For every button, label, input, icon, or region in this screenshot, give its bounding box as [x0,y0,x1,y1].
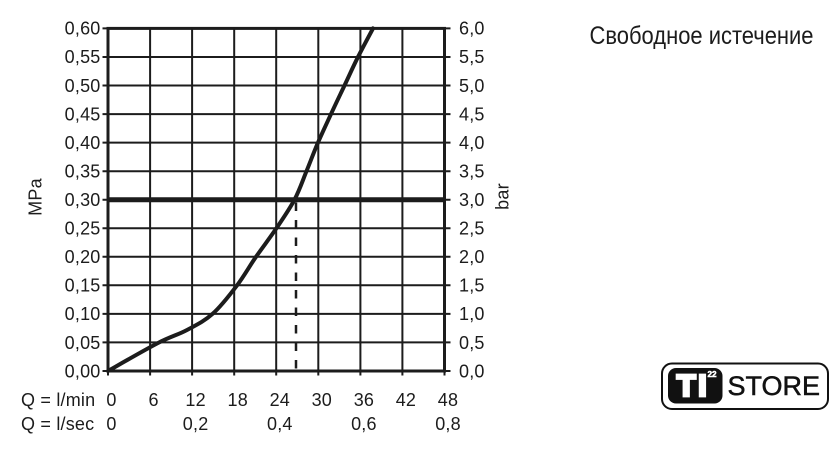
svg-text:3,0: 3,0 [459,190,485,210]
svg-text:6,0: 6,0 [459,19,485,39]
svg-text:0: 0 [106,390,116,410]
svg-text:0,50: 0,50 [65,76,101,96]
svg-text:0,2: 0,2 [183,414,209,434]
svg-text:36: 36 [354,390,374,410]
svg-text:3,5: 3,5 [459,162,485,182]
svg-text:0,4: 0,4 [267,414,293,434]
svg-text:6: 6 [148,390,158,410]
svg-text:0,30: 0,30 [65,190,101,210]
svg-text:0,6: 0,6 [351,414,377,434]
svg-text:0,15: 0,15 [65,276,101,296]
svg-text:0,35: 0,35 [65,162,101,182]
svg-text:22: 22 [707,370,717,379]
svg-text:Q = l/sec: Q = l/sec [21,414,94,434]
svg-text:MPa: MPa [26,177,46,215]
svg-text:48: 48 [438,390,458,410]
svg-text:2,5: 2,5 [459,219,485,239]
svg-text:0,45: 0,45 [65,104,101,124]
svg-text:0: 0 [106,414,116,434]
svg-text:0,20: 0,20 [65,247,101,267]
svg-text:4,0: 4,0 [459,133,485,153]
svg-text:0,0: 0,0 [459,361,485,381]
svg-text:0,00: 0,00 [65,361,101,381]
svg-text:5,0: 5,0 [459,76,485,96]
svg-text:STORE: STORE [728,371,821,401]
svg-text:5,5: 5,5 [459,47,485,67]
svg-text:4,5: 4,5 [459,104,485,124]
svg-text:bar: bar [493,183,513,210]
svg-text:12: 12 [185,390,205,410]
svg-text:1,5: 1,5 [459,276,485,296]
svg-text:0,8: 0,8 [435,414,461,434]
svg-text:30: 30 [312,390,332,410]
svg-text:Свободное истечение: Свободное истечение [590,22,814,50]
svg-text:0,60: 0,60 [65,19,101,39]
svg-text:0,05: 0,05 [65,333,101,353]
svg-text:TI: TI [677,368,710,403]
svg-text:0,40: 0,40 [65,133,101,153]
svg-text:1,0: 1,0 [459,304,485,324]
svg-text:42: 42 [396,390,416,410]
svg-text:0,10: 0,10 [65,304,101,324]
svg-text:24: 24 [270,390,290,410]
svg-text:2,0: 2,0 [459,247,485,267]
svg-text:18: 18 [227,390,247,410]
svg-text:0,5: 0,5 [459,333,485,353]
svg-text:0,55: 0,55 [65,47,101,67]
svg-text:Q = l/min: Q = l/min [21,390,95,410]
svg-text:0,25: 0,25 [65,219,101,239]
